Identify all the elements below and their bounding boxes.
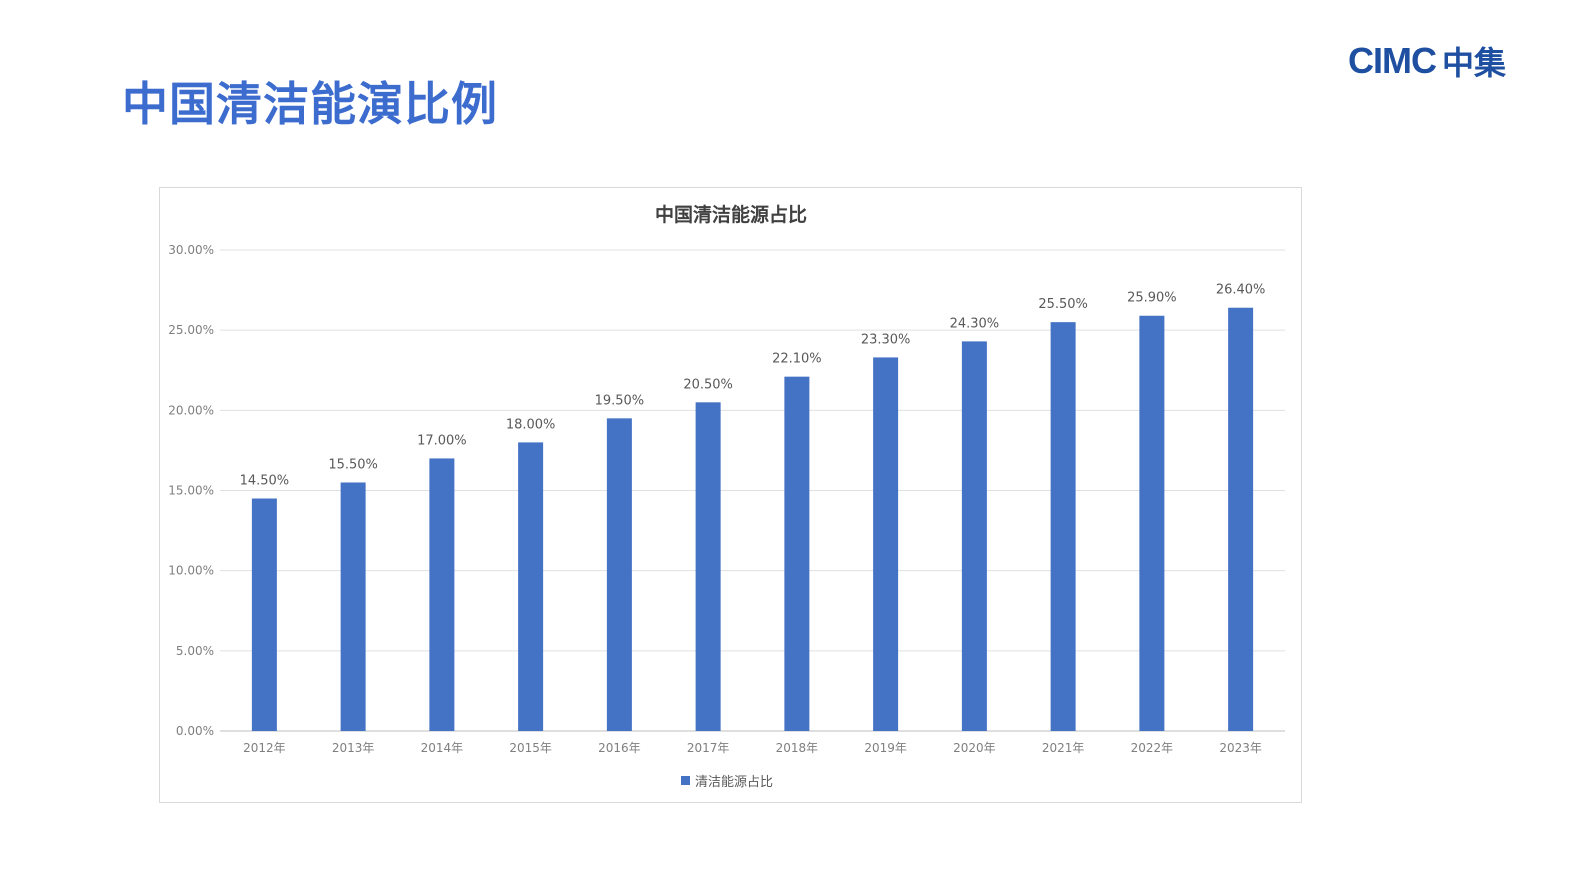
bar (961, 341, 987, 731)
bar (606, 418, 632, 731)
bar (695, 402, 721, 731)
logo-latin-text: CIMC (1348, 40, 1437, 81)
data-label: 24.30% (950, 316, 1000, 331)
x-tick-label: 2018年 (776, 741, 819, 755)
y-tick-label: 0.00% (176, 724, 214, 738)
y-axis-ticks: 0.00% 5.00% 10.00% 15.00% 20.00% 25.00% 30.00% (168, 243, 214, 738)
x-tick-label: 2022年 (1131, 741, 1174, 755)
legend: 清洁能源占比 (681, 775, 773, 790)
cimc-logo: CIMC 中集 (1348, 38, 1506, 84)
y-tick-label: 30.00% (168, 243, 214, 257)
gridlines (220, 249, 1285, 732)
bar (429, 458, 455, 731)
x-tick-label: 2023年 (1219, 741, 1262, 755)
bar (1050, 322, 1076, 731)
y-tick-label: 5.00% (176, 644, 214, 658)
data-label: 23.30% (861, 332, 911, 347)
x-tick-label: 2014年 (421, 741, 464, 755)
x-tick-label: 2012年 (243, 741, 286, 755)
x-tick-label: 2020年 (953, 741, 996, 755)
chart-title: 中国清洁能源占比 (655, 203, 807, 226)
bar (873, 357, 899, 731)
data-label: 14.50% (240, 474, 290, 489)
legend-swatch (681, 776, 690, 785)
bar (1228, 307, 1254, 731)
x-tick-label: 2017年 (687, 741, 730, 755)
data-labels: 14.50% 15.50% 17.00% 18.00% 19.50% 20.50% 22.1… (240, 283, 1266, 489)
data-label: 19.50% (595, 393, 645, 408)
data-label: 17.00% (417, 433, 467, 448)
data-label: 25.90% (1127, 291, 1177, 306)
bar (251, 498, 277, 731)
bar (340, 482, 366, 731)
logo-cjk-text: 中集 (1442, 44, 1507, 82)
x-tick-label: 2015年 (509, 741, 552, 755)
x-axis-ticks: 2012年 2013年 2014年 2015年 2016年 2017年 2018年 2019年… (243, 741, 1262, 755)
data-label: 18.00% (506, 417, 556, 432)
bar-chart: 中国清洁能源占比 0.00% 5.00% 10.00% 15.00% 20.00% 25.… (168, 203, 1285, 790)
data-label: 26.40% (1216, 283, 1266, 298)
bars (251, 307, 1254, 731)
x-tick-label: 2021年 (1042, 741, 1085, 755)
bar (784, 376, 810, 731)
y-tick-label: 15.00% (168, 484, 214, 498)
legend-label: 清洁能源占比 (695, 775, 773, 790)
y-tick-label: 20.00% (168, 403, 214, 417)
slide-title: 中国清洁能演比例 (122, 77, 498, 131)
data-label: 15.50% (328, 457, 378, 472)
x-tick-label: 2013年 (332, 741, 375, 755)
y-tick-label: 10.00% (168, 564, 214, 578)
y-tick-label: 25.00% (168, 323, 214, 337)
chart-frame: 中国清洁能源占比 0.00% 5.00% 10.00% 15.00% 20.00% 25.… (159, 187, 1302, 803)
data-label: 22.10% (772, 352, 822, 367)
x-tick-label: 2016年 (598, 741, 641, 755)
bar (1139, 315, 1165, 731)
bar (518, 442, 544, 731)
data-label: 25.50% (1038, 297, 1088, 312)
data-label: 20.50% (683, 377, 733, 392)
x-tick-label: 2019年 (864, 741, 907, 755)
